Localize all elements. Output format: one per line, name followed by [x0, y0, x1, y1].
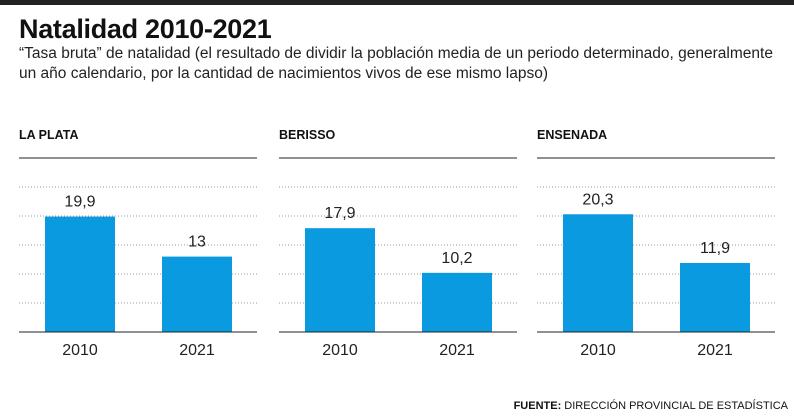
- panel-berisso: BERISSO 17,9 2010 10,2 2021: [279, 126, 517, 366]
- chart-subtitle: “Tasa bruta” de natalidad (el resultado …: [19, 45, 773, 82]
- x-tick-label: 2021: [439, 342, 475, 359]
- x-tick-label: 2010: [62, 342, 98, 359]
- bar: [305, 228, 375, 332]
- data-label: 13: [188, 234, 206, 251]
- data-label: 10,2: [441, 250, 472, 267]
- bar: [422, 272, 492, 332]
- x-tick-label: 2021: [697, 342, 733, 359]
- bar-chart-ensenada: 20,3 2010 11,9 2021: [537, 157, 775, 359]
- panel-title: BERISSO: [279, 128, 336, 142]
- top-rule: [0, 0, 794, 5]
- x-tick-label: 2010: [322, 342, 358, 359]
- source-note: FUENTE: DIRECCIÓN PROVINCIAL DE ESTADÍST…: [514, 400, 788, 412]
- x-tick-label: 2010: [580, 342, 616, 359]
- bar: [162, 256, 232, 332]
- data-label: 17,9: [324, 205, 355, 222]
- data-label: 11,9: [700, 240, 730, 257]
- panel-ensenada: ENSENADA 20,3 2010 11,9 2021: [537, 126, 775, 366]
- panel-la-plata: LA PLATA 19,9 2010 13 2021: [19, 126, 257, 366]
- panel-title: LA PLATA: [19, 128, 79, 142]
- bar: [680, 262, 750, 332]
- source-label: FUENTE:: [513, 400, 562, 412]
- bar: [45, 216, 115, 332]
- chart-title: Natalidad 2010-2021: [19, 14, 272, 44]
- source-text: DIRECCIÓN PROVINCIAL DE ESTADÍSTICA: [564, 400, 788, 412]
- bar-chart-la-plata: 19,9 2010 13 2021: [19, 157, 257, 359]
- x-tick-label: 2021: [179, 342, 215, 359]
- bar-chart-berisso: 17,9 2010 10,2 2021: [279, 157, 517, 359]
- panel-title: ENSENADA: [537, 128, 608, 142]
- data-label: 19,9: [64, 194, 95, 211]
- bar: [563, 214, 633, 332]
- data-label: 20,3: [582, 191, 613, 208]
